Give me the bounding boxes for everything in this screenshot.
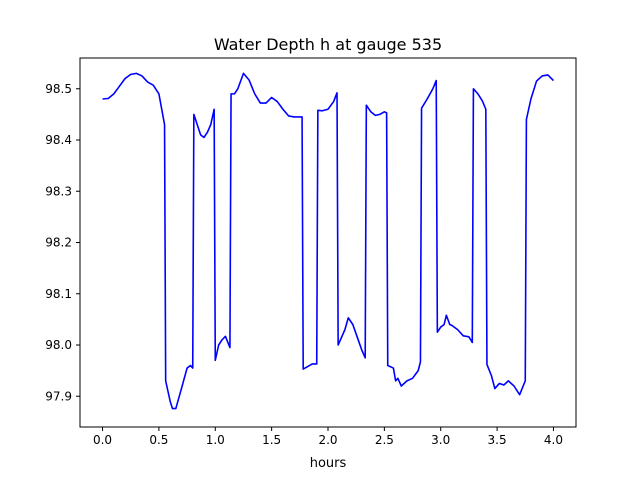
y-tick-label: 98.2 bbox=[45, 236, 72, 250]
x-tick-label: 2.0 bbox=[318, 433, 337, 447]
x-axis-label: hours bbox=[310, 456, 347, 471]
y-axis-ticks: 97.9 98.0 98.1 98.2 98.3 98.4 98.5 bbox=[45, 82, 80, 403]
y-tick-label: 98.1 bbox=[45, 287, 72, 301]
x-axis-ticks: 0.0 0.5 1.0 1.5 2.0 2.5 3.0 3.5 4.0 bbox=[93, 427, 563, 447]
x-tick-label: 4.0 bbox=[544, 433, 563, 447]
y-tick-label: 98.5 bbox=[45, 82, 72, 96]
chart-title: Water Depth h at gauge 535 bbox=[214, 35, 442, 54]
x-tick-label: 1.0 bbox=[206, 433, 225, 447]
x-tick-label: 2.5 bbox=[375, 433, 394, 447]
x-tick-label: 3.0 bbox=[431, 433, 450, 447]
x-tick-label: 3.5 bbox=[488, 433, 507, 447]
series-line-0 bbox=[102, 72, 555, 410]
x-tick-label: 0.5 bbox=[149, 433, 168, 447]
x-tick-label: 0.0 bbox=[93, 433, 112, 447]
plot-area bbox=[102, 72, 555, 410]
x-tick-label: 1.5 bbox=[262, 433, 281, 447]
y-tick-label: 98.4 bbox=[45, 133, 72, 147]
y-tick-label: 98.0 bbox=[45, 338, 72, 352]
y-tick-label: 97.9 bbox=[45, 389, 72, 403]
y-tick-label: 98.3 bbox=[45, 184, 72, 198]
